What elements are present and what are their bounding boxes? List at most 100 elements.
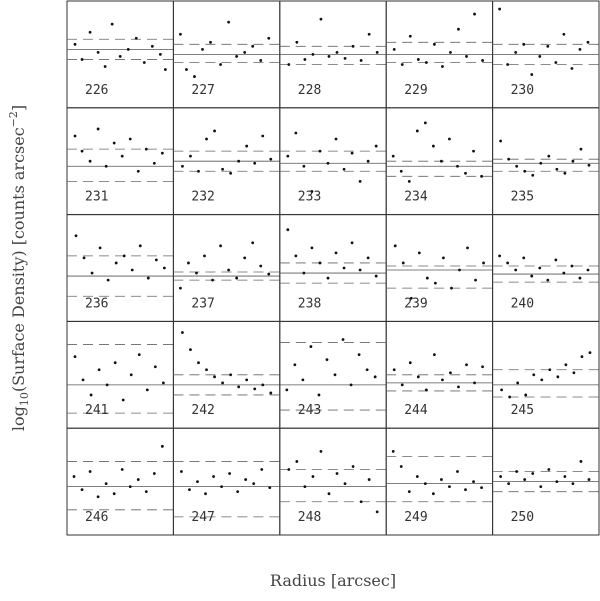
data-point (301, 378, 305, 382)
data-point (515, 164, 519, 168)
data-point (237, 159, 241, 163)
data-point (81, 378, 85, 382)
panel-frame (66, 214, 174, 322)
data-point (472, 480, 475, 483)
data-point (318, 261, 322, 265)
data-point (448, 137, 451, 141)
panel-label: 226 (85, 83, 108, 98)
data-point (88, 30, 92, 34)
panel-frame (492, 107, 600, 216)
data-point (295, 40, 299, 44)
y-axis-label: log10(Surface Density) [counts arcsec−2] (7, 105, 31, 431)
data-point (293, 363, 297, 367)
data-point (334, 137, 338, 141)
data-point (104, 482, 108, 486)
data-point (554, 258, 558, 262)
panel-label: 227 (191, 83, 214, 98)
data-point (309, 345, 313, 348)
data-point (302, 271, 306, 275)
data-point (409, 296, 413, 300)
data-point (253, 161, 257, 165)
data-point (138, 244, 142, 248)
data-point (408, 361, 412, 365)
data-point (317, 393, 321, 397)
panel-label: 241 (85, 403, 108, 418)
data-point (465, 55, 468, 58)
data-point (294, 131, 298, 135)
data-point (197, 169, 200, 173)
data-point (319, 17, 323, 21)
data-point (310, 246, 314, 250)
data-point (393, 244, 397, 248)
data-point (481, 59, 484, 62)
data-point (342, 266, 346, 270)
data-point (160, 444, 164, 448)
data-point (554, 61, 558, 64)
data-point (415, 129, 419, 133)
data-point (359, 500, 363, 504)
data-point (448, 485, 451, 489)
data-point (267, 36, 271, 40)
data-point (351, 44, 355, 48)
data-point (161, 381, 165, 385)
data-point (538, 266, 542, 270)
data-point (578, 276, 582, 280)
data-point (571, 159, 575, 163)
data-point (73, 355, 77, 359)
data-point (351, 465, 355, 468)
data-point (474, 278, 477, 282)
data-point (121, 398, 125, 402)
data-point (303, 485, 307, 489)
panel-label: 238 (298, 296, 321, 311)
data-point (449, 50, 452, 54)
panel-label: 246 (85, 510, 108, 525)
panel-frame (172, 214, 281, 322)
data-point (546, 278, 550, 282)
data-point (303, 58, 307, 61)
data-point (211, 278, 214, 282)
data-point (507, 157, 511, 161)
data-point (366, 256, 370, 260)
data-point (367, 32, 371, 36)
panel-label: 244 (404, 403, 428, 418)
data-point (473, 12, 476, 16)
data-point (134, 36, 138, 40)
panel-label: 233 (298, 190, 321, 205)
data-point (137, 353, 141, 357)
data-point (142, 61, 146, 64)
panel-frame (66, 107, 174, 216)
data-point (235, 55, 239, 58)
data-point (189, 154, 192, 158)
data-point (260, 468, 264, 471)
data-point (538, 55, 542, 58)
data-point (96, 50, 100, 54)
data-point (128, 485, 132, 489)
panel-label: 231 (85, 190, 108, 205)
data-point (547, 468, 551, 471)
data-point (358, 179, 362, 183)
data-point (335, 50, 339, 54)
data-point (547, 154, 551, 158)
data-point (341, 338, 345, 341)
data-point (450, 286, 453, 290)
data-point (424, 61, 428, 64)
data-point (105, 383, 109, 387)
data-point (252, 482, 256, 486)
data-point (342, 167, 346, 171)
data-point (564, 363, 568, 367)
data-point (245, 378, 249, 382)
data-point (457, 27, 460, 31)
data-point (128, 137, 132, 141)
data-point (82, 256, 86, 260)
data-point (335, 472, 339, 475)
data-point (548, 368, 552, 372)
data-point (88, 470, 92, 473)
panel-label: 240 (511, 296, 534, 311)
data-point (464, 488, 467, 492)
data-point (578, 47, 582, 51)
data-point (302, 164, 306, 168)
x-axis-label: Radius [arcsec] (270, 571, 396, 590)
panel-label: 242 (191, 403, 214, 418)
panel-label: 235 (511, 190, 534, 205)
panel-label: 249 (404, 510, 427, 525)
